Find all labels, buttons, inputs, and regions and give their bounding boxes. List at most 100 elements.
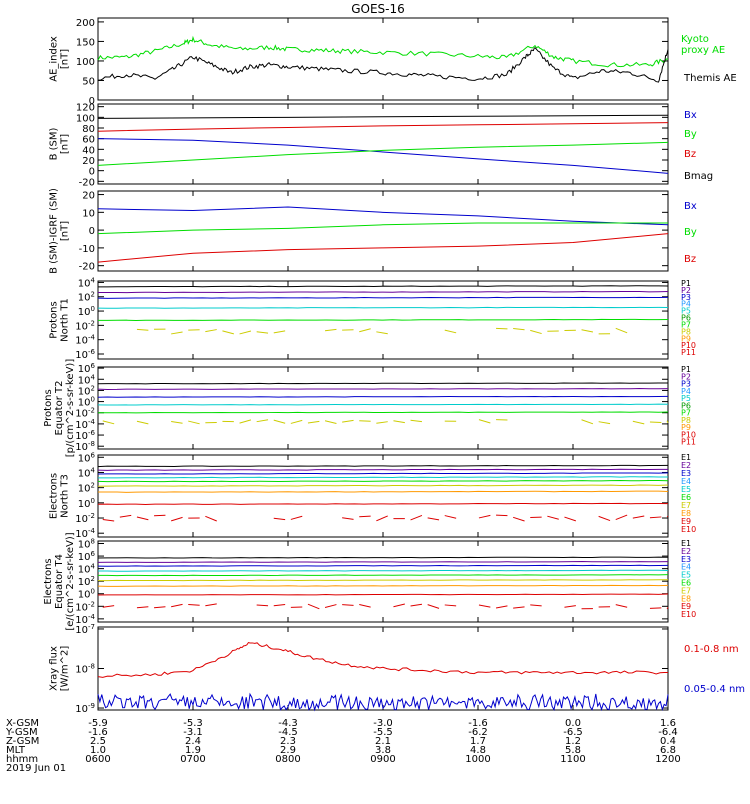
series-segment bbox=[325, 605, 336, 608]
series-segment bbox=[599, 516, 610, 520]
series-segment bbox=[171, 517, 182, 520]
y-axis-label-line: B (SM) bbox=[49, 127, 60, 160]
series-line bbox=[98, 123, 668, 132]
y-tick-label: 100 bbox=[78, 588, 95, 601]
axis-row-value: 0600 bbox=[85, 754, 110, 765]
legend-by: By bbox=[684, 227, 697, 238]
y-axis-label: Xray flux[W/m^2] bbox=[49, 646, 71, 692]
series-label: P11 bbox=[681, 438, 696, 447]
series-line bbox=[98, 223, 668, 234]
series-segment bbox=[411, 515, 422, 520]
series-segment bbox=[137, 421, 148, 424]
series-line bbox=[98, 286, 668, 287]
y-tick-label: 80 bbox=[82, 124, 95, 135]
series-segment bbox=[342, 518, 353, 520]
series-segment bbox=[496, 515, 507, 516]
series-line bbox=[98, 404, 668, 405]
series-line bbox=[98, 575, 668, 576]
axis-row-value: 1000 bbox=[465, 754, 490, 765]
series-segment bbox=[376, 422, 387, 424]
y-tick-label: 104 bbox=[78, 276, 96, 289]
panels: 200150100500AE_index[nT]120100806040200-… bbox=[43, 18, 745, 715]
series-segment bbox=[633, 516, 644, 518]
legend-bx: Bx bbox=[684, 201, 697, 212]
y-axis-label-line: Protons bbox=[49, 301, 60, 338]
series-line bbox=[98, 396, 668, 397]
series-segment bbox=[120, 515, 131, 517]
series-line bbox=[98, 142, 668, 165]
series-line bbox=[98, 465, 668, 466]
series-segment bbox=[616, 515, 627, 519]
series-segment bbox=[513, 517, 524, 521]
series-segment bbox=[376, 332, 387, 334]
y-tick-label: 10-2 bbox=[75, 512, 95, 525]
y-tick-label: -10 bbox=[79, 244, 95, 255]
series-segment bbox=[479, 605, 490, 607]
y-axis-label-line: [nT] bbox=[60, 49, 71, 69]
panel-frame bbox=[98, 18, 668, 100]
legend-themis-ae: Themis AE bbox=[683, 73, 737, 84]
series-segment bbox=[376, 516, 387, 521]
series-segment bbox=[411, 420, 422, 421]
series-segment bbox=[530, 330, 541, 333]
series-segment bbox=[650, 422, 661, 423]
axis-row-value: 1200 bbox=[655, 754, 680, 765]
series-segment bbox=[308, 604, 319, 609]
series-line bbox=[98, 412, 668, 413]
series-segment bbox=[325, 421, 336, 424]
y-axis-label-line: Equator T4 bbox=[54, 554, 65, 609]
series-segment bbox=[479, 420, 490, 423]
series-segment bbox=[428, 605, 439, 609]
series-segment bbox=[547, 516, 558, 519]
y-tick-label: 10-2 bbox=[75, 319, 95, 332]
y-tick-label: 100 bbox=[76, 113, 95, 124]
y-tick-label: 10-6 bbox=[75, 348, 95, 361]
series-segment bbox=[308, 421, 319, 423]
y-tick-label: 150 bbox=[76, 37, 95, 48]
panel-frame bbox=[98, 367, 668, 449]
y-axis-label: B (SM)-IGRF (SM)[nT] bbox=[49, 188, 71, 274]
legend-by: By bbox=[684, 129, 697, 140]
series-segment bbox=[103, 520, 114, 522]
series-segment bbox=[513, 607, 524, 608]
panel-frame bbox=[98, 191, 668, 271]
series-segment bbox=[103, 606, 114, 608]
series-segment bbox=[137, 517, 148, 520]
y-tick-label: -20 bbox=[79, 262, 95, 273]
series-segment bbox=[205, 604, 216, 606]
series-segment bbox=[564, 606, 575, 608]
y-tick-label: 102 bbox=[78, 575, 95, 588]
series-line bbox=[98, 694, 668, 710]
series-segment bbox=[171, 422, 182, 424]
series-segment bbox=[240, 331, 251, 334]
axis-row-value: 0700 bbox=[180, 754, 205, 765]
series-segment bbox=[445, 516, 456, 519]
series-segment bbox=[616, 605, 627, 608]
series-line bbox=[98, 207, 668, 225]
series-segment bbox=[274, 518, 285, 519]
series-segment bbox=[342, 420, 353, 422]
series-line bbox=[98, 557, 668, 558]
series-segment bbox=[205, 516, 216, 521]
series-segment bbox=[359, 604, 370, 607]
series-segment bbox=[274, 420, 285, 423]
series-line bbox=[98, 562, 668, 563]
series-line bbox=[98, 383, 668, 384]
y-tick-label: 100 bbox=[78, 305, 95, 318]
series-segment bbox=[428, 518, 439, 520]
legend-bz: Bz bbox=[684, 254, 696, 265]
series-segment bbox=[205, 330, 216, 332]
legend-bx: Bx bbox=[684, 110, 697, 121]
panel-frame bbox=[98, 541, 668, 622]
series-line bbox=[98, 297, 668, 298]
series-segment bbox=[445, 330, 456, 333]
series-segment bbox=[650, 517, 661, 518]
chart-title: GOES-16 bbox=[351, 2, 405, 16]
y-tick-label: 10-8 bbox=[75, 663, 95, 676]
